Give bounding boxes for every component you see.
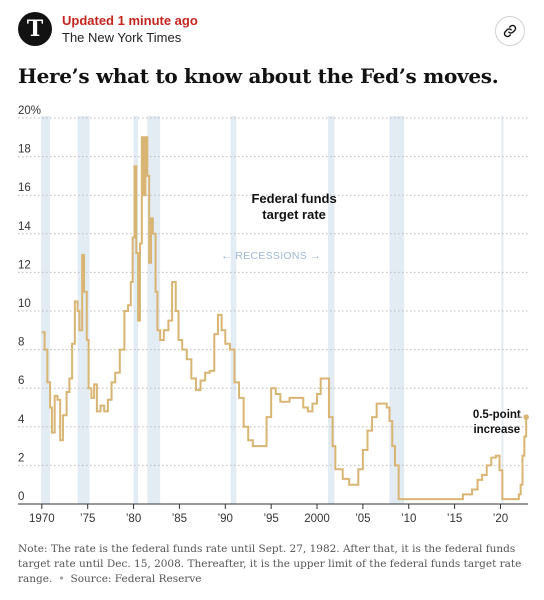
recession-band: [389, 116, 405, 504]
y-tick-label: 20%: [18, 105, 41, 117]
x-tick-label: ’80: [126, 513, 141, 525]
recession-band: [133, 116, 139, 504]
series-label: target rate: [262, 207, 326, 222]
rate-line-layer: [41, 136, 529, 501]
y-tick-label: 0: [18, 491, 24, 503]
recession-band: [147, 116, 161, 504]
gridlines: [18, 117, 528, 505]
x-axis: 1970 ’75 ’80 ’85 ’90 ’95 2000 ’05 ’10 ’15 ’20: [18, 503, 528, 525]
publisher-name[interactable]: The New York Times: [62, 30, 182, 45]
x-tick-label: ’90: [218, 513, 233, 525]
chart-container: 0 2 4 6 8 10 12 14 16 18 20% 1970 ’75 ’80 ’85 ’90 ’95 20…: [0, 104, 544, 534]
fed-funds-chart: 0 2 4 6 8 10 12 14 16 18 20% 1970 ’75 ’80 ’85 ’90 ’95 20…: [18, 105, 529, 525]
x-tick-label: ’10: [401, 513, 416, 525]
header: T Updated 1 minute ago The New York Time…: [0, 0, 544, 56]
x-tick-label: ’85: [172, 513, 187, 525]
separator-dot: •: [58, 573, 65, 585]
y-tick-label: 10: [18, 298, 31, 310]
latest-point: [523, 414, 529, 420]
y-tick-label: 6: [18, 375, 24, 387]
headline: Here’s what to know about the Fed’s move…: [18, 64, 499, 88]
recessions-label: ← RECESSIONS →: [221, 250, 321, 262]
y-tick-label: 4: [18, 414, 25, 426]
x-tick-label: ’20: [493, 513, 508, 525]
annotation-label: increase: [473, 424, 520, 436]
x-tick-label: 1970: [29, 513, 55, 525]
x-tick-label: ’95: [263, 513, 278, 525]
y-tick-label: 12: [18, 259, 31, 271]
y-tick-label: 14: [18, 221, 31, 233]
y-tick-label: 2: [18, 452, 24, 464]
annotation-label: 0.5-point: [473, 409, 521, 421]
y-tick-label: 8: [18, 337, 24, 349]
y-tick-label: 18: [18, 144, 31, 156]
x-tick-label: ’75: [80, 513, 95, 525]
series-label: Federal funds: [251, 191, 336, 206]
link-icon: [503, 24, 517, 38]
recession-bands: [40, 116, 504, 504]
recession-band: [328, 116, 335, 504]
chart-note: Note: The rate is the federal funds rate…: [18, 542, 528, 587]
note-text: Note: The rate is the federal funds rate…: [18, 543, 522, 585]
recession-band: [501, 116, 504, 504]
recession-band: [77, 116, 90, 504]
x-tick-label: 2000: [304, 513, 330, 525]
source-text: Source: Federal Reserve: [70, 573, 202, 585]
recession-band: [230, 116, 237, 504]
y-tick-label: 16: [18, 182, 31, 194]
rate-line: [41, 136, 528, 501]
copy-link-button[interactable]: [495, 16, 525, 46]
x-tick-label: ’15: [447, 513, 462, 525]
x-tick-label: ’05: [355, 513, 370, 525]
y-axis-ticks: 0 2 4 6 8 10 12 14 16 18 20%: [18, 105, 41, 503]
updated-timestamp: Updated 1 minute ago: [62, 13, 198, 28]
recession-band: [40, 116, 51, 504]
nyt-logo[interactable]: T: [18, 12, 52, 46]
